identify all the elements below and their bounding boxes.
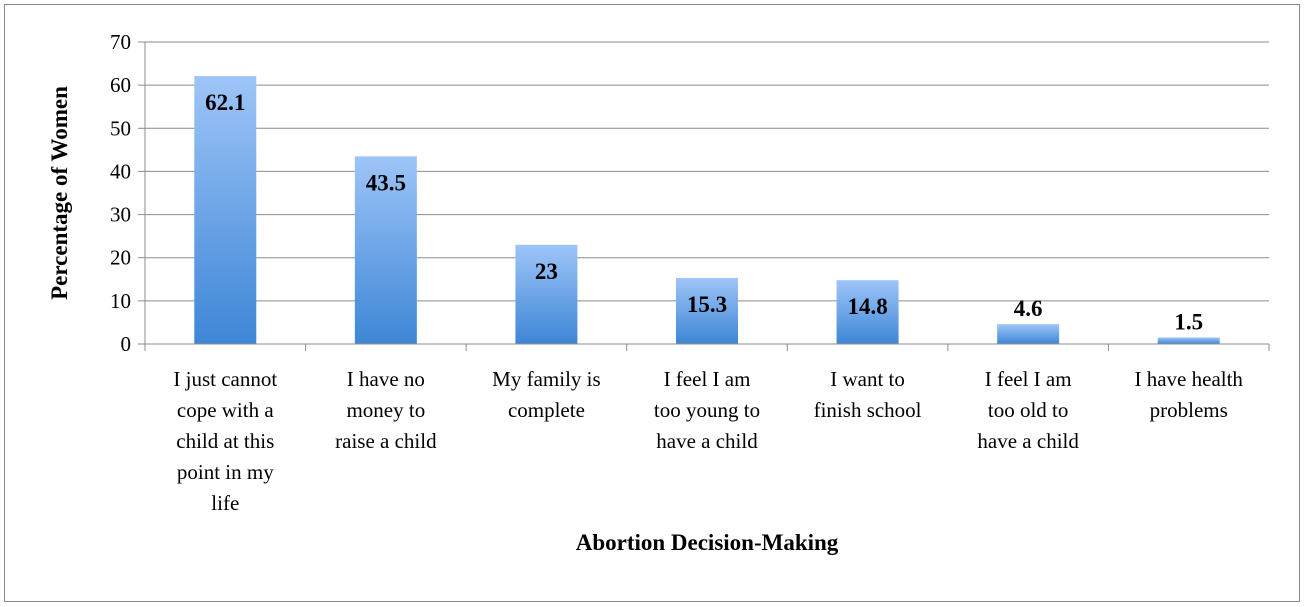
axes xyxy=(144,42,1270,351)
bar xyxy=(836,280,899,344)
data-label: 4.6 xyxy=(1014,296,1043,321)
y-tick-label: 70 xyxy=(110,30,131,54)
bar xyxy=(354,156,417,344)
bar xyxy=(997,324,1060,344)
data-label: 1.5 xyxy=(1174,310,1203,335)
category-labels: I just cannot cope with a child at this poi… xyxy=(173,367,1243,515)
data-label: 43.5 xyxy=(366,170,406,195)
bar-chart: 0 10 20 30 40 50 60 70 I just cannot cope with a… xyxy=(47,30,1270,555)
bars xyxy=(194,76,1220,344)
category-label: I have no money to raise a child xyxy=(335,367,437,453)
y-tick-label: 20 xyxy=(110,246,131,270)
category-label: I have health problems xyxy=(1134,367,1243,422)
y-tick-label: 0 xyxy=(121,332,132,356)
y-tick-label: 40 xyxy=(110,159,131,183)
y-tick-label: 50 xyxy=(110,116,131,140)
y-tick-labels: 0 10 20 30 40 50 60 70 xyxy=(110,30,131,356)
bar xyxy=(515,244,578,344)
bar xyxy=(194,76,257,344)
y-tick-label: 60 xyxy=(110,73,131,97)
category-label: I feel I am too young to have a child xyxy=(654,367,760,453)
chart-frame: 0 10 20 30 40 50 60 70 I just cannot cope with a… xyxy=(4,4,1300,602)
y-tick-label: 10 xyxy=(110,289,131,313)
data-labels: 62.1 43.5 23 15.3 14.8 4.6 1.5 xyxy=(205,90,1203,334)
category-label: I just cannot cope with a child at this poi… xyxy=(173,367,277,515)
data-label: 62.1 xyxy=(205,90,245,115)
category-label: My family is complete xyxy=(492,367,601,422)
category-label: I want to finish school xyxy=(814,367,922,422)
data-label: 15.3 xyxy=(687,292,727,317)
y-axis-title: Percentage of Women xyxy=(47,86,72,300)
data-label: 14.8 xyxy=(847,294,887,319)
bar xyxy=(1157,337,1220,344)
y-tick-label: 30 xyxy=(110,203,131,227)
bar xyxy=(676,277,738,344)
data-label: 23 xyxy=(535,259,558,284)
x-axis-title: Abortion Decision-Making xyxy=(576,530,839,555)
category-label: I feel I am too old to have a child xyxy=(977,367,1079,453)
gridlines xyxy=(138,41,1269,345)
